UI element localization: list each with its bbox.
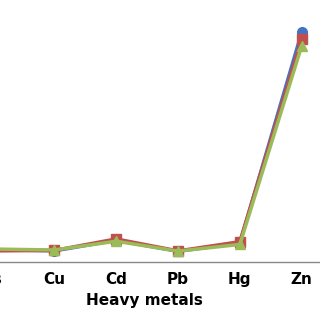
X-axis label: Heavy metals: Heavy metals [85, 293, 203, 308]
